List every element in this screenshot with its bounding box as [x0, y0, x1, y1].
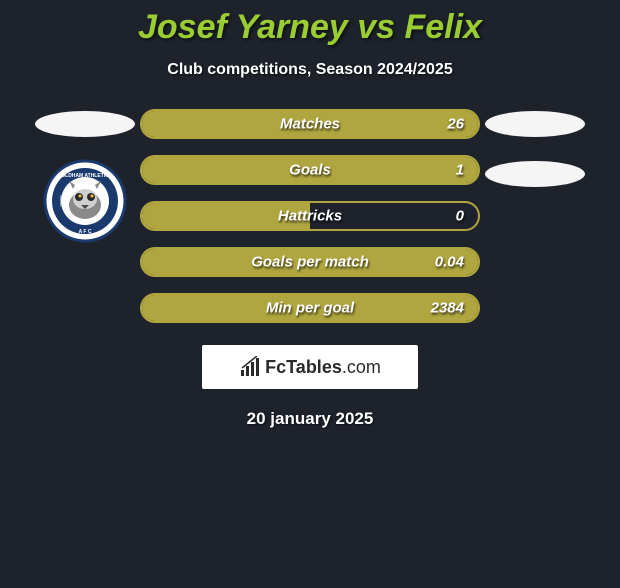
svg-text:OLDHAM ATHLETIC: OLDHAM ATHLETIC: [61, 173, 109, 179]
stat-label: Matches: [280, 116, 340, 133]
stat-label: Goals: [289, 162, 331, 179]
stat-row-goals: Goals 1: [140, 155, 480, 185]
right-player-column: [480, 109, 590, 323]
stat-value: 0: [456, 208, 464, 225]
stat-row-hattricks: Hattricks 0: [140, 201, 480, 231]
player-placeholder: [485, 161, 585, 187]
svg-text:A F C: A F C: [79, 229, 92, 235]
bar-chart-icon: [239, 356, 261, 378]
stat-value: 2384: [431, 300, 464, 317]
date-text: 20 january 2025: [0, 409, 620, 429]
club-crest: OLDHAM ATHLETIC A F C: [43, 159, 127, 243]
subtitle: Club competitions, Season 2024/2025: [0, 61, 620, 79]
brand-text-light: .com: [342, 357, 381, 377]
brand-text: FcTables.com: [265, 357, 381, 378]
player-placeholder: [35, 111, 135, 137]
left-player-column: OLDHAM ATHLETIC A F C: [30, 109, 140, 323]
page-title: Josef Yarney vs Felix: [0, 8, 620, 47]
stat-label: Hattricks: [278, 208, 342, 225]
brand-text-bold: FcTables: [265, 357, 342, 377]
stat-row-min-per-goal: Min per goal 2384: [140, 293, 480, 323]
stat-value: 1: [456, 162, 464, 179]
brand-badge: FcTables.com: [202, 345, 418, 389]
stats-bars: Matches 26 Goals 1 Hattricks 0 Goals per…: [140, 109, 480, 323]
stat-value: 0.04: [435, 254, 464, 271]
stat-value: 26: [447, 116, 464, 133]
stat-label: Min per goal: [266, 300, 354, 317]
player-placeholder: [485, 111, 585, 137]
stat-row-matches: Matches 26: [140, 109, 480, 139]
stat-label: Goals per match: [251, 254, 369, 271]
oldham-athletic-crest-icon: OLDHAM ATHLETIC A F C: [43, 159, 127, 243]
stat-row-goals-per-match: Goals per match 0.04: [140, 247, 480, 277]
stats-comparison: OLDHAM ATHLETIC A F C Matches 26 Goals 1…: [0, 109, 620, 323]
